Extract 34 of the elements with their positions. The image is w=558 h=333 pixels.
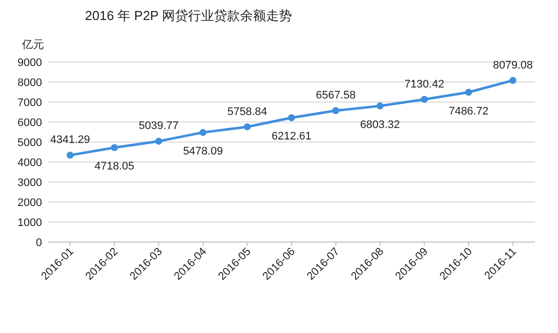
point bbox=[376, 102, 384, 110]
data-label: 8079.08 bbox=[492, 59, 533, 72]
y-tick-label: 8000 bbox=[18, 77, 42, 89]
data-label: 4341.29 bbox=[50, 134, 90, 146]
y-tick-label: 2000 bbox=[18, 197, 42, 209]
title: 2016 年 P2P 网贷行业贷款余额走势 bbox=[85, 8, 292, 23]
point bbox=[110, 144, 118, 152]
point bbox=[244, 123, 251, 130]
data-label: 5039.77 bbox=[138, 120, 179, 132]
data-label: 6212.61 bbox=[272, 130, 312, 143]
point bbox=[332, 107, 340, 114]
ylabel: 亿元 bbox=[22, 39, 44, 51]
data-label: 7130.42 bbox=[404, 78, 444, 90]
point bbox=[509, 76, 516, 84]
y-tick-label: 7000 bbox=[18, 97, 42, 109]
point bbox=[288, 114, 295, 122]
data-label: 6803.32 bbox=[360, 118, 400, 131]
point bbox=[199, 128, 206, 136]
y-tick-label: 5000 bbox=[18, 137, 42, 149]
data-label: 5758.84 bbox=[227, 106, 268, 118]
point bbox=[155, 138, 162, 145]
data-label: 4718.05 bbox=[94, 160, 134, 173]
y-tick-label: 3000 bbox=[18, 177, 42, 189]
data-label: 7486.72 bbox=[448, 105, 488, 118]
data-label: 6567.58 bbox=[316, 90, 356, 102]
point bbox=[420, 96, 428, 103]
point bbox=[465, 88, 472, 96]
data-label: 5478.09 bbox=[183, 145, 223, 158]
y-tick-label: 1000 bbox=[18, 217, 42, 229]
y-tick-label: 6000 bbox=[18, 117, 42, 129]
y-tick-label: 4000 bbox=[18, 157, 42, 169]
point bbox=[66, 152, 74, 159]
y-tick-label: 0 bbox=[36, 237, 42, 249]
y-tick-label: 9000 bbox=[18, 57, 42, 69]
